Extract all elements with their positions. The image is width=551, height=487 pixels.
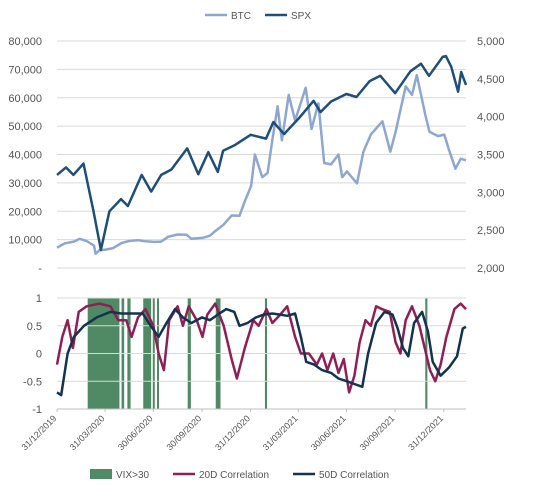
legend-bottom: VIX>30 20D Correlation 50D Correlation xyxy=(90,469,389,481)
series-line-btc xyxy=(56,73,467,256)
y-tick-label-right: 4,000 xyxy=(477,112,505,124)
y-tick-label-right: 3,000 xyxy=(477,187,505,199)
top-chart-gridlines xyxy=(57,40,466,269)
x-axis-date-labels: 31/12/2019 31/03/2020 30/06/2020 30/09/2020… xyxy=(19,409,445,452)
legend-label-50d-correlation: 50D Correlation xyxy=(319,470,389,481)
legend-label-vix-30: VIX>30 xyxy=(116,470,150,481)
top-left-y-axis: - 10,000 20,000 30,000 40,000 50,000 60,000 70,… xyxy=(8,36,42,275)
y-tick-label-right: 3,500 xyxy=(477,150,505,162)
legend-label-20d-correlation: 20D Correlation xyxy=(199,470,269,481)
y-tick-label-right: 4,500 xyxy=(477,74,505,86)
x-tick-label: 31/12/2019 xyxy=(19,413,58,452)
y-tick-label-left: 50,000 xyxy=(8,121,42,133)
legend-label-btc: BTC xyxy=(231,11,251,22)
legend-swatch-vix-30 xyxy=(90,469,112,479)
y-tick-label-left: 40,000 xyxy=(8,150,42,162)
x-tick-label: 31/03/2020 xyxy=(68,413,107,452)
y-tick-label-right: 5,000 xyxy=(477,36,505,48)
x-tick-label: 30/09/2021 xyxy=(358,413,397,452)
series-line-spx xyxy=(56,54,468,252)
y-tick-label-left: 60,000 xyxy=(8,93,42,105)
y-tick-label-left: 20,000 xyxy=(8,206,42,218)
x-tick-label: 31/12/2020 xyxy=(213,413,252,452)
y-tick-label-left: 30,000 xyxy=(8,178,42,190)
series-line-50d-correlation xyxy=(56,307,467,397)
x-tick-label: 31/03/2021 xyxy=(261,413,300,452)
y-tick-label-bottom: 0.5 xyxy=(27,321,42,333)
y-tick-label-bottom: -1 xyxy=(32,404,42,416)
y-tick-label-bottom: 1 xyxy=(36,293,42,305)
legend-top: BTC SPX xyxy=(205,11,311,22)
y-tick-label-left: 10,000 xyxy=(8,235,42,247)
bottom-chart-series xyxy=(55,302,467,397)
legend-label-spx: SPX xyxy=(291,11,311,22)
x-tick-label: 30/09/2020 xyxy=(164,413,203,452)
series-line-20d-correlation xyxy=(55,302,467,394)
y-tick-label-right: 2,000 xyxy=(477,263,505,275)
y-tick-label-left: 80,000 xyxy=(8,36,42,48)
y-tick-label-left: 70,000 xyxy=(8,64,42,76)
y-tick-label-bottom: -0.5 xyxy=(23,376,42,388)
y-tick-label-bottom: 0 xyxy=(36,349,42,361)
bottom-y-axis: -1 -0.5 0 0.5 1 xyxy=(23,293,42,416)
top-right-y-axis: 2,000 2,500 3,000 3,500 4,000 4,500 5,000 xyxy=(477,36,505,275)
x-tick-label: 30/06/2021 xyxy=(309,413,348,452)
top-chart-series xyxy=(56,54,468,256)
y-tick-label-left: - xyxy=(38,263,42,275)
x-tick-label: 31/12/2021 xyxy=(406,413,445,452)
y-tick-label-right: 2,500 xyxy=(477,225,505,237)
x-tick-label: 30/06/2020 xyxy=(116,413,155,452)
